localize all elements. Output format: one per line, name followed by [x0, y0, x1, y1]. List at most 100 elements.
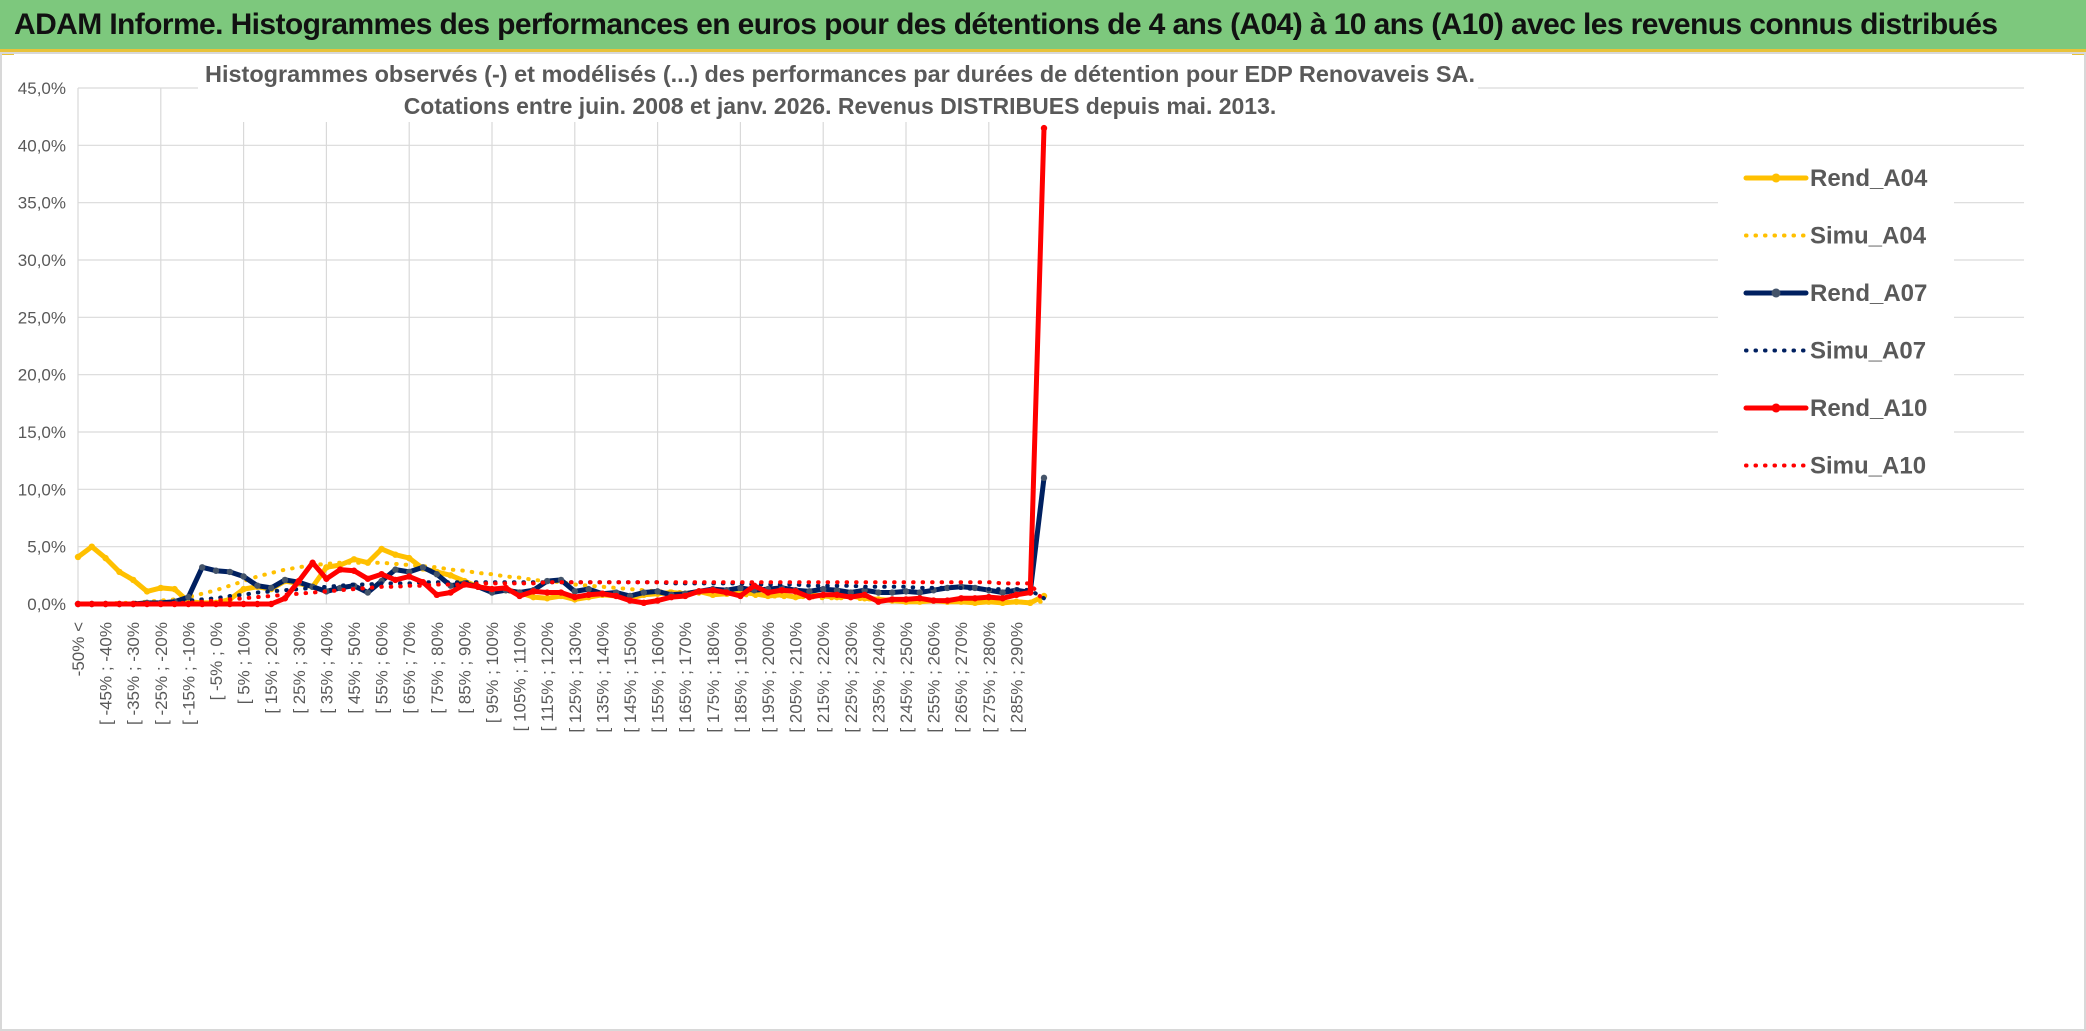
- data-point-rend-a10: [833, 591, 841, 599]
- x-tick-label: [ 185% ; 190%: [731, 622, 750, 733]
- data-point-rend-a10: [902, 596, 910, 603]
- data-point-rend-a10: [530, 588, 537, 595]
- data-point-rend-a04: [1013, 598, 1020, 605]
- x-tick-label: [ 125% ; 130%: [566, 622, 585, 733]
- x-tick-label: [ 155% ; 160%: [649, 622, 668, 733]
- data-point-rend-a04: [530, 593, 537, 601]
- legend-marker-rend-a07: [1771, 288, 1781, 298]
- legend-label-rend-a04: Rend_A04: [1810, 165, 1928, 192]
- data-point-rend-a07: [392, 566, 399, 573]
- y-tick-label: 20,0%: [18, 366, 66, 385]
- data-point-rend-a07: [875, 589, 882, 596]
- data-point-rend-a04: [171, 585, 178, 593]
- data-point-rend-a10: [640, 599, 647, 607]
- data-point-rend-a04: [157, 584, 164, 592]
- data-point-rend-a10: [875, 598, 882, 605]
- data-point-rend-a07: [737, 584, 744, 592]
- data-point-rend-a10: [378, 570, 385, 578]
- x-tick-label: [ 225% ; 230%: [842, 622, 861, 733]
- data-point-rend-a07: [971, 584, 979, 592]
- data-point-rend-a10: [668, 593, 675, 601]
- data-point-rend-a07: [916, 589, 923, 596]
- y-tick-label: 25,0%: [18, 308, 66, 327]
- data-point-rend-a10: [723, 589, 730, 596]
- data-point-rend-a07: [806, 588, 813, 595]
- data-point-rend-a10: [364, 575, 371, 582]
- legend-label-simu-a07: Simu_A07: [1810, 338, 1926, 365]
- data-point-rend-a10: [1027, 589, 1034, 596]
- x-tick-label: [ 215% ; 220%: [814, 622, 833, 733]
- x-tick-label: [ 195% ; 200%: [759, 622, 778, 733]
- data-point-rend-a04: [323, 564, 330, 571]
- data-point-rend-a10: [585, 591, 592, 599]
- x-tick-label: [ 25% ; 30%: [290, 622, 309, 714]
- x-tick-label: [ 245% ; 250%: [897, 622, 916, 733]
- data-point-rend-a04: [240, 585, 247, 593]
- x-tick-label: [ 85% ; 90%: [455, 622, 474, 714]
- data-point-rend-a10: [916, 595, 923, 602]
- data-point-rend-a10: [392, 576, 399, 584]
- data-point-rend-a10: [295, 577, 302, 585]
- data-point-rend-a04: [447, 572, 454, 579]
- data-point-rend-a07: [944, 584, 951, 592]
- data-point-rend-a04: [350, 556, 358, 563]
- data-point-rend-a07: [364, 589, 371, 596]
- data-point-rend-a04: [985, 598, 992, 605]
- data-point-rend-a07: [1040, 474, 1048, 482]
- x-tick-label: [ 135% ; 140%: [593, 622, 612, 733]
- legend-marker-rend-a10: [1771, 403, 1781, 413]
- data-point-rend-a07: [847, 589, 854, 596]
- data-point-rend-a10: [999, 595, 1006, 602]
- data-point-rend-a07: [820, 585, 827, 593]
- report-title: ADAM Informe. Histogrammes des performan…: [14, 8, 1998, 41]
- data-point-rend-a07: [544, 577, 551, 585]
- x-tick-label: [ 285% ; 290%: [1007, 622, 1026, 733]
- legend-label-simu-a10: Simu_A10: [1810, 453, 1926, 480]
- data-point-rend-a07: [406, 568, 413, 576]
- data-point-rend-a10: [350, 567, 358, 574]
- y-tick-label: 0,0%: [27, 595, 66, 614]
- x-tick-label: [ 175% ; 180%: [704, 622, 723, 733]
- y-tick-label: 5,0%: [27, 538, 66, 557]
- data-point-rend-a10: [971, 595, 979, 602]
- x-tick-label: -50% <: [69, 622, 88, 676]
- legend-label-simu-a04: Simu_A04: [1810, 223, 1927, 250]
- data-point-rend-a10: [212, 600, 220, 608]
- x-tick-label: [ 275% ; 280%: [980, 622, 999, 733]
- x-tick-label: [ 45% ; 50%: [345, 622, 364, 714]
- data-point-rend-a10: [958, 595, 965, 602]
- data-point-rend-a10: [626, 597, 634, 604]
- x-tick-label: [ 115% ; 120%: [538, 622, 557, 731]
- data-point-rend-a10: [778, 587, 785, 594]
- data-point-rend-a10: [268, 600, 275, 608]
- series-line-rend-a10: [75, 125, 1047, 607]
- data-point-rend-a04: [130, 576, 137, 584]
- data-point-rend-a10: [654, 597, 661, 604]
- header-bar: ADAM Informe. Histogrammes des performan…: [0, 0, 2086, 52]
- legend-marker-rend-a04: [1771, 173, 1781, 183]
- x-tick-label: [ 235% ; 240%: [869, 622, 888, 733]
- y-tick-label: 10,0%: [18, 480, 66, 499]
- data-point-rend-a07: [268, 584, 275, 592]
- data-point-rend-a10: [682, 592, 689, 600]
- x-tick-label: [ 205% ; 210%: [787, 622, 806, 733]
- chart-frame: 0,0% 5,0% 10,0% 15,0% 20,0% 25,0% 30,0% 35,0% 40…: [0, 52, 2086, 1031]
- data-point-rend-a10: [254, 600, 261, 608]
- data-point-rend-a07: [889, 589, 896, 596]
- data-point-rend-a07: [902, 588, 910, 595]
- data-point-rend-a07: [999, 589, 1006, 596]
- data-point-rend-a10: [557, 589, 565, 596]
- data-point-rend-a07: [640, 589, 647, 596]
- data-point-rend-a10: [116, 600, 123, 608]
- data-point-rend-a07: [433, 570, 440, 578]
- y-tick-label: 15,0%: [18, 423, 66, 442]
- data-point-rend-a10: [613, 592, 620, 600]
- data-point-rend-a07: [240, 573, 247, 580]
- chart-title: Histogrammes observés (-) et modélisés (…: [205, 61, 1475, 87]
- data-point-rend-a07: [281, 576, 289, 584]
- title-background: [198, 60, 1478, 122]
- data-point-rend-a04: [143, 588, 151, 595]
- data-point-rend-a04: [102, 554, 109, 562]
- x-tick-label: [ -35% ; -30%: [124, 622, 143, 725]
- y-tick-label: 45,0%: [18, 79, 66, 98]
